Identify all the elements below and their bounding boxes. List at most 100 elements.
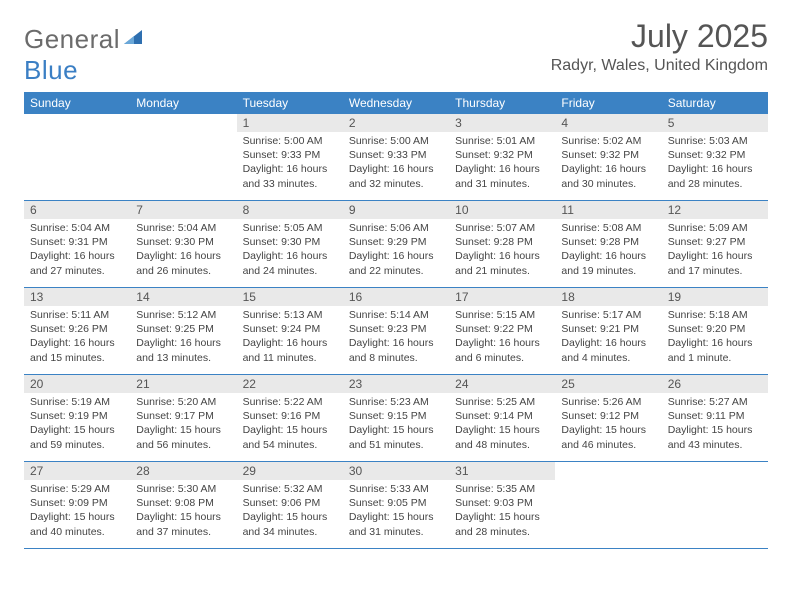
day-number: 19 <box>662 288 768 306</box>
day-body: Sunrise: 5:04 AMSunset: 9:30 PMDaylight:… <box>130 219 236 282</box>
day-cell: 7Sunrise: 5:04 AMSunset: 9:30 PMDaylight… <box>130 201 236 287</box>
day-cell: 21Sunrise: 5:20 AMSunset: 9:17 PMDayligh… <box>130 375 236 461</box>
sunrise-line: Sunrise: 5:17 AM <box>561 308 655 322</box>
daylight-line: Daylight: 15 hours and 34 minutes. <box>243 510 337 538</box>
day-body: Sunrise: 5:33 AMSunset: 9:05 PMDaylight:… <box>343 480 449 543</box>
sunset-line: Sunset: 9:05 PM <box>349 496 443 510</box>
day-number: 3 <box>449 114 555 132</box>
day-number: 17 <box>449 288 555 306</box>
day-body: Sunrise: 5:27 AMSunset: 9:11 PMDaylight:… <box>662 393 768 456</box>
day-body: Sunrise: 5:09 AMSunset: 9:27 PMDaylight:… <box>662 219 768 282</box>
day-number: 15 <box>237 288 343 306</box>
daylight-line: Daylight: 15 hours and 51 minutes. <box>349 423 443 451</box>
day-cell: 6Sunrise: 5:04 AMSunset: 9:31 PMDaylight… <box>24 201 130 287</box>
daylight-line: Daylight: 16 hours and 30 minutes. <box>561 162 655 190</box>
sunrise-line: Sunrise: 5:09 AM <box>668 221 762 235</box>
day-number: 22 <box>237 375 343 393</box>
day-body: Sunrise: 5:17 AMSunset: 9:21 PMDaylight:… <box>555 306 661 369</box>
day-body: Sunrise: 5:13 AMSunset: 9:24 PMDaylight:… <box>237 306 343 369</box>
daylight-line: Daylight: 16 hours and 1 minute. <box>668 336 762 364</box>
sunrise-line: Sunrise: 5:05 AM <box>243 221 337 235</box>
day-number: 21 <box>130 375 236 393</box>
daylight-line: Daylight: 15 hours and 37 minutes. <box>136 510 230 538</box>
daylight-line: Daylight: 15 hours and 31 minutes. <box>349 510 443 538</box>
dow-header: Friday <box>555 92 661 114</box>
day-number: 30 <box>343 462 449 480</box>
day-cell: 10Sunrise: 5:07 AMSunset: 9:28 PMDayligh… <box>449 201 555 287</box>
day-body: Sunrise: 5:02 AMSunset: 9:32 PMDaylight:… <box>555 132 661 195</box>
day-number: 31 <box>449 462 555 480</box>
day-cell: 3Sunrise: 5:01 AMSunset: 9:32 PMDaylight… <box>449 114 555 200</box>
dow-header: Saturday <box>662 92 768 114</box>
sunrise-line: Sunrise: 5:14 AM <box>349 308 443 322</box>
day-number: 24 <box>449 375 555 393</box>
day-cell: . <box>555 462 661 548</box>
sunrise-line: Sunrise: 5:20 AM <box>136 395 230 409</box>
day-number: 10 <box>449 201 555 219</box>
day-number: 13 <box>24 288 130 306</box>
day-cell: 22Sunrise: 5:22 AMSunset: 9:16 PMDayligh… <box>237 375 343 461</box>
sunrise-line: Sunrise: 5:12 AM <box>136 308 230 322</box>
sunrise-line: Sunrise: 5:26 AM <box>561 395 655 409</box>
sunrise-line: Sunrise: 5:04 AM <box>136 221 230 235</box>
daylight-line: Daylight: 16 hours and 21 minutes. <box>455 249 549 277</box>
day-cell: 25Sunrise: 5:26 AMSunset: 9:12 PMDayligh… <box>555 375 661 461</box>
day-cell: . <box>130 114 236 200</box>
sunrise-line: Sunrise: 5:04 AM <box>30 221 124 235</box>
day-cell: . <box>662 462 768 548</box>
sunset-line: Sunset: 9:26 PM <box>30 322 124 336</box>
day-cell: 27Sunrise: 5:29 AMSunset: 9:09 PMDayligh… <box>24 462 130 548</box>
week-row: 20 Sunrise: 5:19 AMSunset: 9:19 PM Dayligh… <box>24 375 768 462</box>
day-body <box>662 480 768 486</box>
sunset-line: Sunset: 9:29 PM <box>349 235 443 249</box>
day-body: Sunrise: 5:07 AMSunset: 9:28 PMDaylight:… <box>449 219 555 282</box>
day-body: Sunrise: 5:14 AMSunset: 9:23 PMDaylight:… <box>343 306 449 369</box>
day-body: Sunrise: 5:00 AMSunset: 9:33 PMDaylight:… <box>237 132 343 195</box>
day-cell: 15Sunrise: 5:13 AMSunset: 9:24 PMDayligh… <box>237 288 343 374</box>
day-cell: 5Sunrise: 5:03 AMSunset: 9:32 PMDaylight… <box>662 114 768 200</box>
daylight-line: Daylight: 16 hours and 6 minutes. <box>455 336 549 364</box>
sunset-line: Sunset: 9:30 PM <box>243 235 337 249</box>
day-cell: 23Sunrise: 5:23 AMSunset: 9:15 PMDayligh… <box>343 375 449 461</box>
day-cell: 30Sunrise: 5:33 AMSunset: 9:05 PMDayligh… <box>343 462 449 548</box>
day-cell: 4Sunrise: 5:02 AMSunset: 9:32 PMDaylight… <box>555 114 661 200</box>
day-body: Sunrise: 5:00 AMSunset: 9:33 PMDaylight:… <box>343 132 449 195</box>
day-body: Sunrise: 5:25 AMSunset: 9:14 PMDaylight:… <box>449 393 555 456</box>
dow-header-row: SundayMondayTuesdayWednesdayThursdayFrid… <box>24 92 768 114</box>
sunrise-line: Sunrise: 5:02 AM <box>561 134 655 148</box>
brand-part2: Blue <box>24 55 78 85</box>
day-body <box>24 132 130 138</box>
day-number: 28 <box>130 462 236 480</box>
day-number: 6 <box>24 201 130 219</box>
dow-header: Tuesday <box>237 92 343 114</box>
day-number: 9 <box>343 201 449 219</box>
sunrise-line: Sunrise: 5:25 AM <box>455 395 549 409</box>
brand-part1: General <box>24 24 120 54</box>
sunrise-line: Sunrise: 5:19 AM <box>30 395 124 409</box>
daylight-line: Daylight: 16 hours and 15 minutes. <box>30 336 124 364</box>
sunset-line: Sunset: 9:30 PM <box>136 235 230 249</box>
sunrise-line: Sunrise: 5:13 AM <box>243 308 337 322</box>
month-title: July 2025 <box>551 18 768 55</box>
location-text: Radyr, Wales, United Kingdom <box>551 57 768 75</box>
day-cell: 2Sunrise: 5:00 AMSunset: 9:33 PMDaylight… <box>343 114 449 200</box>
day-number: 1 <box>237 114 343 132</box>
sunrise-line: Sunrise: 5:11 AM <box>30 308 124 322</box>
dow-header: Wednesday <box>343 92 449 114</box>
sunrise-line: Sunrise: 5:00 AM <box>243 134 337 148</box>
day-number: 16 <box>343 288 449 306</box>
daylight-line: Daylight: 16 hours and 31 minutes. <box>455 162 549 190</box>
sunset-line: Sunset: 9:19 PM <box>30 409 124 423</box>
day-body: Sunrise: 5:32 AMSunset: 9:06 PMDaylight:… <box>237 480 343 543</box>
day-number: 12 <box>662 201 768 219</box>
day-cell: 18Sunrise: 5:17 AMSunset: 9:21 PMDayligh… <box>555 288 661 374</box>
calendar: SundayMondayTuesdayWednesdayThursdayFrid… <box>24 92 768 549</box>
sunset-line: Sunset: 9:28 PM <box>455 235 549 249</box>
day-cell: 12Sunrise: 5:09 AMSunset: 9:27 PMDayligh… <box>662 201 768 287</box>
daylight-line: Daylight: 16 hours and 26 minutes. <box>136 249 230 277</box>
week-row: 6Sunrise: 5:04 AMSunset: 9:31 PMDaylight… <box>24 201 768 288</box>
sunrise-line: Sunrise: 5:07 AM <box>455 221 549 235</box>
sunset-line: Sunset: 9:31 PM <box>30 235 124 249</box>
day-number: 20 <box>24 375 130 393</box>
sunset-line: Sunset: 9:03 PM <box>455 496 549 510</box>
